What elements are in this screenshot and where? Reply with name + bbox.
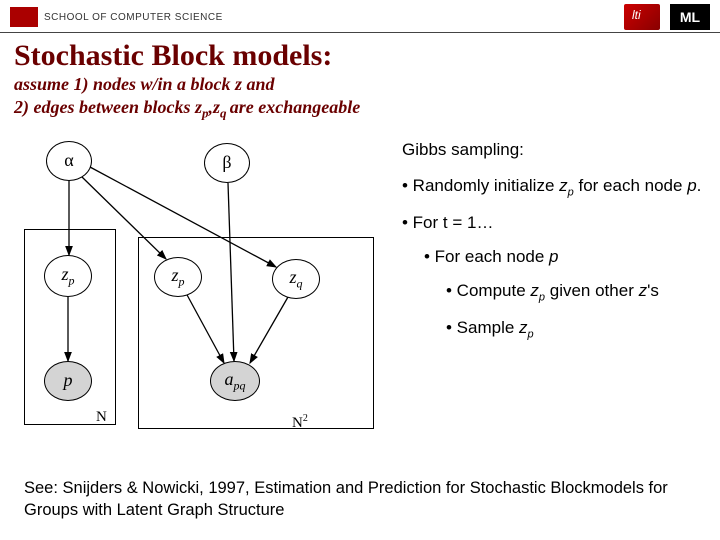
node-label: zq <box>289 267 302 292</box>
node-label: zp <box>61 264 74 289</box>
subtitle-zp: z <box>195 97 202 117</box>
slide-subtitle: assume 1) nodes w/in a block z and 2) ed… <box>0 73 720 131</box>
txt: z <box>639 281 648 300</box>
txt: z <box>559 176 568 195</box>
node-zq: zq <box>272 259 320 299</box>
plate-diagram: N N2 α β zp zp zq p apq <box>14 137 384 457</box>
ml-logo-icon: ML <box>670 4 710 30</box>
school-name: SCHOOL OF COMPUTER SCIENCE <box>44 12 223 23</box>
node-label: p <box>64 370 73 391</box>
subtitle-part: and <box>242 74 275 94</box>
subtitle-zq: z <box>213 97 220 117</box>
txt: z <box>519 318 528 337</box>
content-row: NN2αβzpzpzqpapq Gibbs sampling: • Random… <box>0 131 720 463</box>
txt: p <box>549 247 558 266</box>
gibbs-bullet-5: • Sample zp <box>402 315 701 343</box>
gibbs-bullet-3: • For each node p <box>402 244 701 270</box>
node-label: α <box>64 150 73 171</box>
txt: p <box>528 328 534 340</box>
cmu-logo-icon <box>10 7 38 27</box>
subtitle-part: are exchangeable <box>230 97 360 117</box>
txt: 's <box>647 281 659 300</box>
txt: z <box>530 281 539 300</box>
txt: • For each node <box>424 247 549 266</box>
subtitle-part: assume 1) nodes w/in a block <box>14 74 235 94</box>
header-right: ML <box>624 4 710 30</box>
node-alpha: α <box>46 141 92 181</box>
node-beta: β <box>204 143 250 183</box>
gibbs-header: Gibbs sampling: <box>402 137 701 163</box>
plate-label-plateN: N <box>96 409 107 426</box>
subtitle-part: 2) edges between blocks <box>14 97 195 117</box>
slide-header: SCHOOL OF COMPUTER SCIENCE ML <box>0 0 720 33</box>
header-left: SCHOOL OF COMPUTER SCIENCE <box>10 7 223 27</box>
txt: for each node <box>574 176 687 195</box>
txt: • Sample <box>446 318 519 337</box>
node-zp2: zp <box>154 257 202 297</box>
txt: given other <box>545 281 639 300</box>
lti-logo-icon <box>624 4 660 30</box>
gibbs-text: Gibbs sampling: • Randomly initialize zp… <box>402 137 701 457</box>
txt: . <box>697 176 702 195</box>
node-p_obs: p <box>44 361 92 401</box>
node-label: zp <box>171 265 184 290</box>
txt: p <box>687 176 696 195</box>
node-apq: apq <box>210 361 260 401</box>
gibbs-bullet-4: • Compute zp given other z's <box>402 278 701 306</box>
subtitle-zq-sub: q <box>220 106 230 121</box>
txt: • Compute <box>446 281 530 300</box>
txt: • Randomly initialize <box>402 176 559 195</box>
plate-label-plateN2: N2 <box>292 413 308 432</box>
gibbs-bullet-1: • Randomly initialize zp for each node p… <box>402 173 701 201</box>
gibbs-bullet-2: • For t = 1… <box>402 210 701 236</box>
node-label: apq <box>225 369 246 394</box>
subtitle-z: z <box>235 74 242 94</box>
node-label: β <box>222 152 231 173</box>
citation-footer: See: Snijders & Nowicki, 1997, Estimatio… <box>0 463 720 522</box>
slide-title: Stochastic Block models: <box>0 33 720 73</box>
node-zp1: zp <box>44 255 92 297</box>
